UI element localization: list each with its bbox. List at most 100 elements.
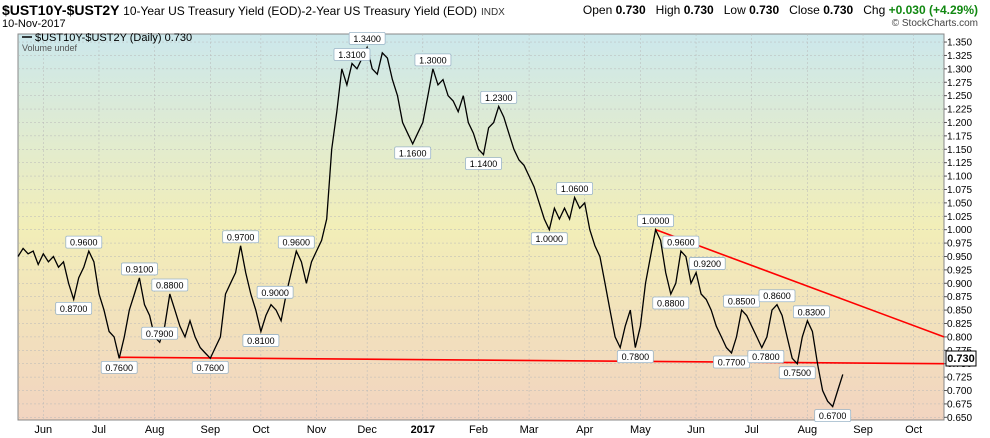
annotation-label: 1.1400 [470,159,498,169]
close-label: Close [789,3,820,17]
annotation: 0.6700 [814,409,852,422]
chart-title: $UST10Y-$UST2Y 10-Year US Treasury Yield… [2,2,505,18]
exchange-label: INDX [480,7,505,18]
x-axis: Jun Jul Aug Sep Oct Nov Dec 2017 Feb Mar Apr May Jun… [34,424,922,436]
y-tick-label: 1.250 [947,91,972,102]
annotation-label: 0.6700 [819,411,847,421]
x-tick-label: Jul [745,424,759,436]
annotation: 1.1400 [465,157,502,171]
annotation-box [394,146,432,160]
annotation: 0.9600 [277,235,315,249]
annotation-box [222,230,260,244]
annotation: 0.9600 [65,235,103,249]
annotation-label: 0.7900 [146,329,174,339]
annotation-box [348,32,386,45]
y-tick-label: 0.675 [947,399,972,410]
trendline [119,356,945,365]
annotation-label: 0.9100 [126,264,154,274]
annotation-label: 0.8300 [798,307,826,317]
annotation-box [151,278,189,292]
chg-value: +0.030 (+4.29%) [888,3,978,17]
annotation-box [662,235,700,249]
last-value-marker: 0.730 [945,350,977,367]
brand-label: © StockCharts.com [891,18,978,29]
annotation-box [55,301,93,315]
y-tick-label: 1.000 [947,225,972,236]
chg-label: Chg [863,3,886,17]
x-tick-label: Oct [905,424,922,436]
x-tick-label: May [630,424,651,436]
x-tick-label: Aug [798,424,818,436]
y-tick-label: 0.700 [947,386,972,397]
legend-volume-label: Volume undef [22,43,78,53]
annotation-box [556,182,594,195]
annotation-box [100,360,138,374]
close-value: 0.730 [823,3,854,17]
y-tick-label: 1.225 [947,105,972,116]
y-tick-label: 1.175 [947,131,972,142]
y-tick-label: 1.050 [947,198,972,209]
annotation-label: 1.0600 [561,184,589,194]
annotation-label: 0.8600 [763,291,791,301]
annotation-box [277,235,315,249]
symbol-label: $UST10Y-$UST2Y [2,2,120,18]
y-tick-label: 0.650 [947,413,972,424]
annotation-label: 1.3000 [419,55,447,65]
annotation: 0.9000 [256,285,294,299]
annotation-label: 0.8800 [657,299,685,309]
annotation-box [814,409,852,422]
annotation-box [637,214,674,228]
y-tick-label: 1.025 [947,212,972,223]
y-tick-label: 1.125 [947,158,972,169]
annotation-box [778,366,816,380]
annotation: 1.0000 [530,232,568,246]
annotation: 0.7600 [191,360,229,374]
annotation: 0.8300 [792,305,830,319]
trendlines [119,228,945,365]
annotation-box [530,232,568,246]
y-tick-label: 1.200 [947,118,972,129]
legend-series-label: $UST10Y-$UST2Y (Daily) 0.730 [35,32,192,44]
annotation: 0.9200 [688,257,726,270]
x-tick-label: Aug [145,424,165,436]
annotation-label: 1.1600 [399,148,427,158]
annotation: 1.3400 [348,32,386,45]
annotation-box [616,350,654,364]
annotation: 1.1600 [394,146,432,160]
x-tick-label: Sep [200,424,220,436]
annotation: 0.9700 [222,230,260,244]
annotation-label: 1.0000 [642,216,670,226]
low-value: 0.730 [749,3,780,17]
annotation: 0.9600 [662,235,700,249]
y-tick-label: 1.350 [947,38,972,49]
annotation-box [121,262,158,276]
gridlines [18,34,944,420]
annotation: 0.8700 [55,301,93,315]
x-tick-label: Jun [687,424,705,436]
x-tick-label: Apr [576,424,593,436]
x-tick-label: Oct [252,424,269,436]
annotation-label: 0.7800 [752,352,780,362]
y-tick-label: 0.800 [947,332,972,343]
annotation-box [414,53,452,67]
annotation: 0.8800 [151,278,189,292]
ohlc-readout: Open 0.730 High 0.730 Low 0.730 Close 0.… [583,3,978,17]
annotation-box [652,296,690,310]
annotation-label: 0.9600 [70,238,98,248]
annotation-box [792,305,830,319]
annotation-label: 0.7800 [622,352,650,362]
annotation-label: 0.7600 [105,363,133,373]
annotation: 1.0000 [637,214,674,228]
y-tick-label: 0.925 [947,265,972,276]
annotation-box [256,285,294,299]
annotation: 1.3000 [414,53,452,67]
annotation: 0.8100 [242,334,280,347]
x-tick-label: Jul [92,424,106,436]
y-tick-label: 1.325 [947,51,972,62]
x-tick-label: Mar [520,424,539,436]
annotation: 0.7500 [778,366,816,380]
annotation: 0.8600 [758,289,796,303]
y-tick-label: 1.150 [947,145,972,156]
annotation-box [480,90,518,104]
